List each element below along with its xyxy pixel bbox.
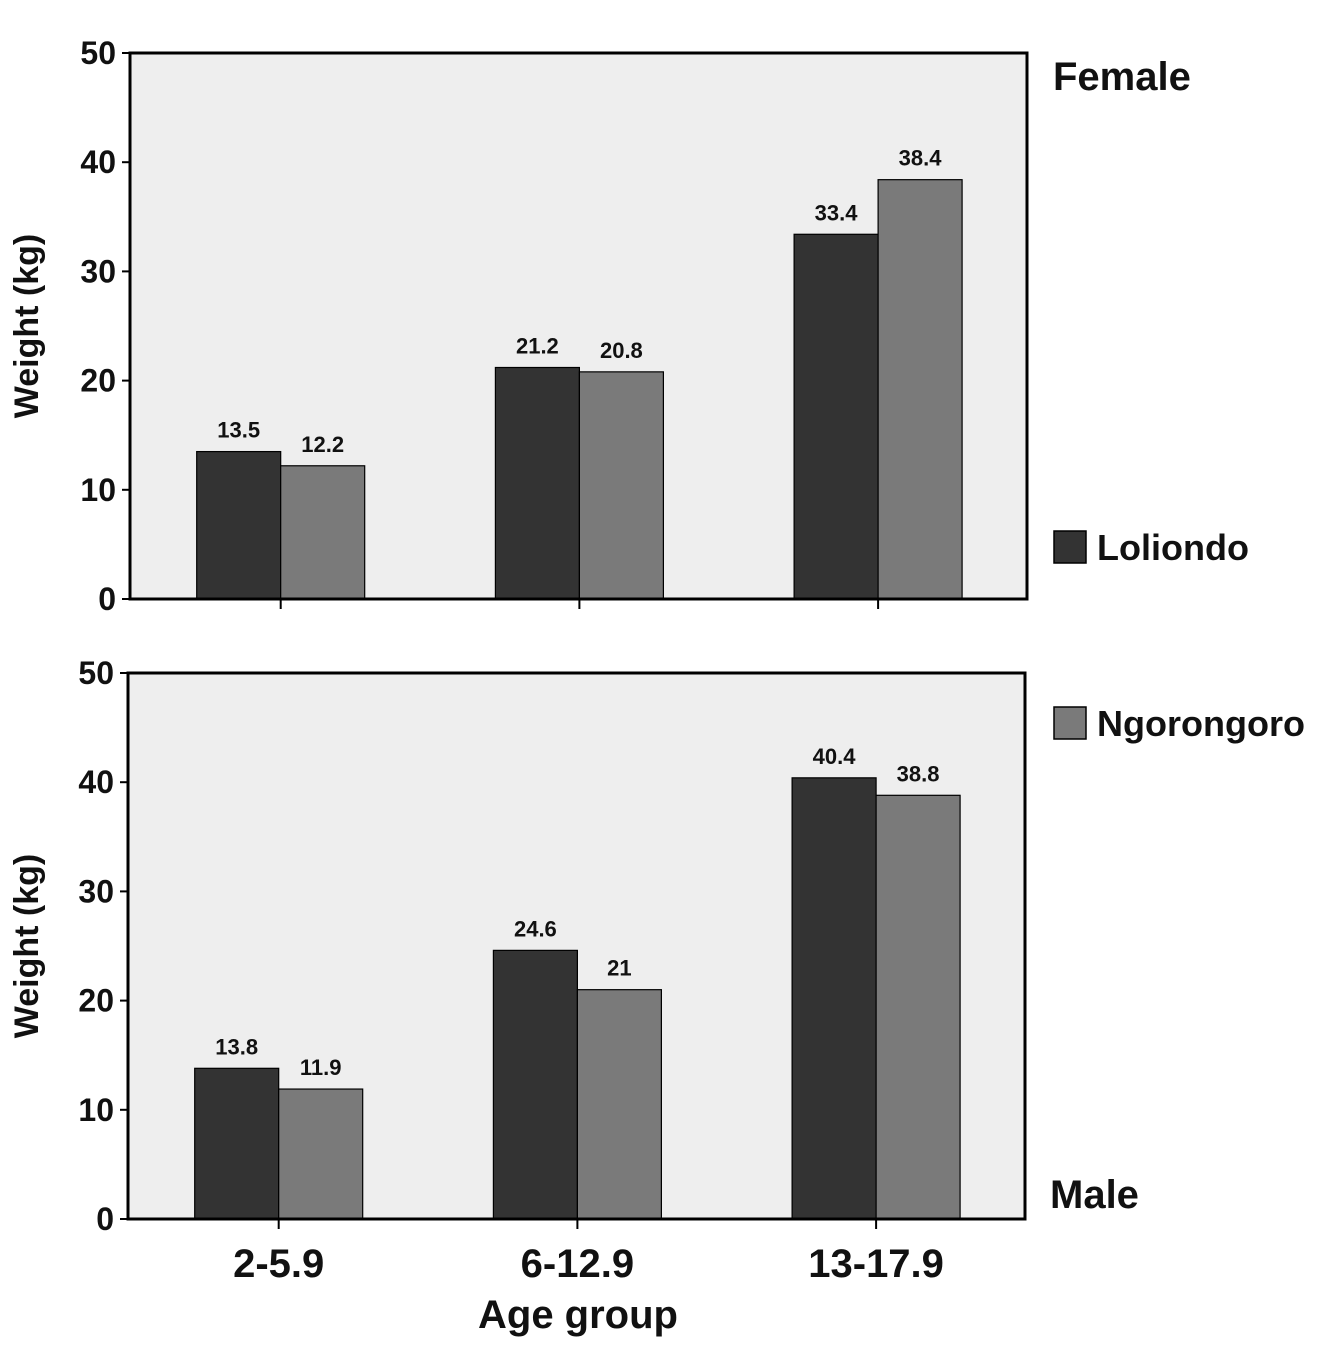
female-bar-loliondo-6-12-9 bbox=[494, 366, 580, 600]
legend-label-loliondo: Loliondo bbox=[1097, 527, 1249, 568]
male-bar-loliondo-2-5-9 bbox=[194, 1067, 280, 1220]
male-data-label-ngorongoro-13-17-9: 38.8 bbox=[897, 761, 940, 786]
male-data-label-loliondo-2-5-9: 13.8 bbox=[215, 1034, 258, 1059]
male-y-tick-label: 20 bbox=[78, 983, 114, 1019]
female-bar-ngorongoro-6-12-9 bbox=[578, 371, 664, 600]
female-y-tick-label: 50 bbox=[80, 35, 116, 71]
female-bar-ngorongoro-2-5-9 bbox=[280, 465, 366, 600]
female-y-axis-title: Weight (kg) bbox=[8, 234, 46, 418]
female-data-label-ngorongoro-6-12-9: 20.8 bbox=[600, 338, 643, 363]
female-bar-loliondo-2-5-9 bbox=[196, 450, 282, 600]
x-category-label-2-5-9: 2-5.9 bbox=[233, 1242, 324, 1286]
legend: Loliondo Ngorongoro bbox=[1053, 527, 1305, 744]
female-data-label-ngorongoro-2-5-9: 12.2 bbox=[301, 432, 344, 457]
female-data-label-loliondo-6-12-9: 21.2 bbox=[516, 333, 559, 358]
legend-swatch-loliondo bbox=[1053, 530, 1087, 564]
female-y-tick-label: 20 bbox=[80, 363, 116, 399]
male-y-tick-label: 50 bbox=[78, 655, 114, 691]
male-data-label-ngorongoro-6-12-9: 21 bbox=[607, 956, 631, 981]
female-bar-loliondo-13-17-9 bbox=[793, 233, 879, 600]
male-y-tick-label: 30 bbox=[78, 873, 114, 909]
male-bar-ngorongoro-2-5-9 bbox=[278, 1088, 364, 1220]
male-data-label-loliondo-6-12-9: 24.6 bbox=[514, 916, 557, 941]
legend-swatch-ngorongoro bbox=[1053, 706, 1087, 740]
male-y-tick-label: 10 bbox=[78, 1092, 114, 1128]
male-panel: 0 10 20 30 40 50 Weight (kg) 13.8 11.9 24.6 21 40.4… bbox=[8, 655, 1027, 1237]
x-category-labels: 2-5.9 6-12.9 13-17.9 bbox=[233, 1242, 944, 1286]
female-y-tick-label: 30 bbox=[80, 253, 116, 289]
male-y-tick-label: 40 bbox=[78, 764, 114, 800]
female-y-tick-label: 40 bbox=[80, 144, 116, 180]
female-y-tick-label: 0 bbox=[98, 581, 116, 617]
female-data-label-loliondo-2-5-9: 13.5 bbox=[217, 418, 260, 443]
legend-label-ngorongoro: Ngorongoro bbox=[1097, 703, 1305, 744]
male-y-tick-label: 0 bbox=[96, 1201, 114, 1237]
female-panel-label: Female bbox=[1053, 55, 1191, 99]
female-bar-ngorongoro-13-17-9 bbox=[877, 179, 963, 600]
male-bar-ngorongoro-6-12-9 bbox=[576, 989, 662, 1220]
female-y-tick-label: 10 bbox=[80, 472, 116, 508]
male-data-label-loliondo-13-17-9: 40.4 bbox=[813, 744, 857, 769]
male-bar-ngorongoro-13-17-9 bbox=[875, 794, 961, 1220]
male-bar-loliondo-6-12-9 bbox=[492, 949, 578, 1220]
male-data-label-ngorongoro-2-5-9: 11.9 bbox=[300, 1055, 342, 1080]
x-category-label-6-12-9: 6-12.9 bbox=[521, 1242, 634, 1286]
male-y-axis-title: Weight (kg) bbox=[8, 854, 46, 1038]
female-data-label-ngorongoro-13-17-9: 38.4 bbox=[899, 146, 943, 171]
male-bar-loliondo-13-17-9 bbox=[791, 777, 877, 1220]
female-plot-frame bbox=[128, 51, 1029, 601]
female-data-label-loliondo-13-17-9: 33.4 bbox=[815, 200, 859, 225]
male-panel-label: Male bbox=[1050, 1173, 1139, 1217]
female-panel: 0 10 20 30 40 50 Weight (kg) 13.5 12.2 21.2 20.8 33… bbox=[8, 35, 1029, 617]
x-category-label-13-17-9: 13-17.9 bbox=[808, 1242, 944, 1286]
male-plot-frame bbox=[126, 671, 1027, 1221]
x-axis-title: Age group bbox=[478, 1293, 678, 1337]
